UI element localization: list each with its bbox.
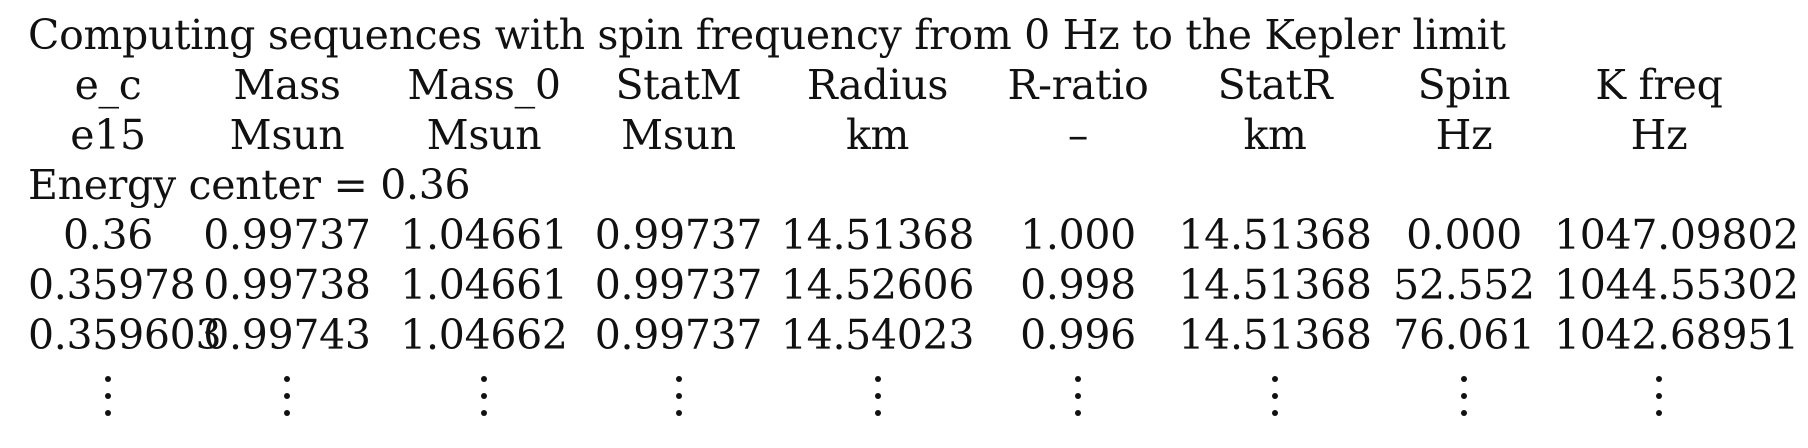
column-header: Mass_0 [407,61,561,109]
data-cell: 0.996 [1020,311,1136,359]
column-unit: Msun [426,111,542,159]
output-listing: Computing sequences with spin frequency … [28,10,1808,440]
data-row: 0.35978 0.99738 1.04661 0.99737 14.52606… [28,260,1808,310]
column-header: Spin [1417,61,1511,109]
column-header: K freq [1595,61,1723,109]
column-unit: Hz [1630,111,1688,159]
data-row: 0.359603 0.99743 1.04662 0.99737 14.5402… [28,310,1808,360]
unit-row: e15 Msun Msun Msun km – km Hz Hz [28,110,1808,160]
column-unit: e15 [70,111,146,159]
data-row: 0.36 0.99737 1.04661 0.99737 14.51368 1.… [28,210,1808,260]
data-cell: 0.99737 [594,311,763,359]
vertical-ellipsis-icon [1554,370,1764,440]
column-unit: Msun [621,111,736,159]
data-cell: 0.99737 [594,211,763,259]
data-cell: 1044.55302 [1554,261,1799,309]
column-header: e_c [74,61,142,109]
data-cell: 0.000 [1406,211,1522,259]
vertical-ellipsis-icon [1176,370,1374,440]
column-header: StatM [615,61,742,109]
vertical-ellipsis-icon [28,370,188,440]
data-cell: 0.36 [62,211,154,259]
data-cell: 14.54023 [780,311,975,359]
column-header: Mass [233,61,341,109]
column-unit: Msun [229,111,345,159]
vertical-ellipsis-icon [775,370,980,440]
data-cell: 1.04661 [400,211,568,259]
data-cell: 1.04662 [400,311,568,359]
data-cell: 0.998 [1020,261,1136,309]
data-cell: 1047.09802 [1554,211,1799,259]
data-cell: 14.52606 [780,261,975,309]
column-unit: km [1243,111,1307,159]
data-cell: 52.552 [1393,261,1535,309]
column-header-row: e_c Mass Mass_0 StatM Radius R-ratio Sta… [28,60,1808,110]
section-label: Energy center = 0.36 [28,161,471,209]
column-header: StatR [1217,61,1333,109]
data-cell: 76.061 [1393,311,1535,359]
data-cell: 0.99737 [203,211,371,259]
column-header: Radius [806,61,949,109]
data-cell: 14.51368 [1178,211,1372,259]
column-unit: – [1067,111,1089,159]
data-cell: 14.51368 [1178,261,1372,309]
data-cell: 1042.68951 [1554,311,1799,359]
column-unit: km [845,111,910,159]
data-cell: 0.359603 [28,311,222,359]
data-cell: 14.51368 [780,211,975,259]
data-cell: 0.99737 [594,261,763,309]
vertical-ellipsis-icon [582,370,775,440]
vertical-ellipsis-icon [980,370,1176,440]
vertical-ellipsis-icon [386,370,582,440]
data-cell: 0.99743 [203,311,371,359]
column-header: R-ratio [1007,61,1149,109]
data-cell: 0.35978 [28,261,196,309]
data-cell: 14.51368 [1178,311,1372,359]
column-unit: Hz [1435,111,1493,159]
vertical-ellipsis-icon [188,370,386,440]
data-cell: 1.04661 [400,261,568,309]
listing-title: Computing sequences with spin frequency … [28,11,1506,59]
data-cell: 1.000 [1020,211,1136,259]
continuation-row [28,370,1808,440]
vertical-ellipsis-icon [1374,370,1554,440]
data-cell: 0.99738 [203,261,371,309]
